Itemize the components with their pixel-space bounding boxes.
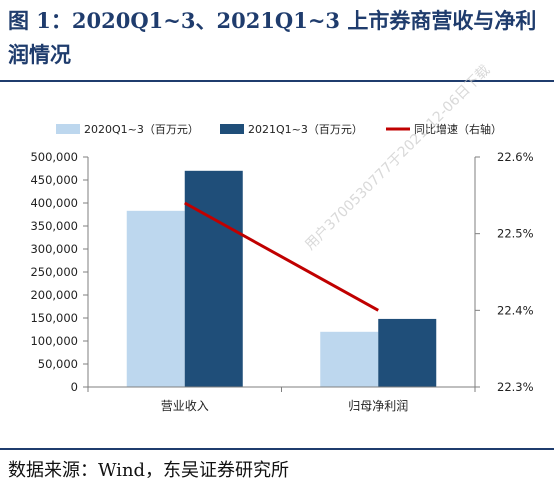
y-left-tick-label: 500,000 bbox=[30, 150, 78, 164]
y-axis-left: 0 50,000 100,000 150,000 200,000 250,000 300,0… bbox=[30, 150, 89, 394]
data-source: 数据来源：Wind，东吴证券研究所 bbox=[8, 460, 290, 481]
y-left-tick-label: 150,000 bbox=[30, 311, 78, 325]
x-tick-label: 归母净利润 bbox=[348, 399, 408, 413]
legend-label-0: 2020Q1~3（百万元） bbox=[84, 123, 199, 136]
y-left-tick-label: 300,000 bbox=[30, 242, 78, 256]
y-right-tick-label: 22.5% bbox=[497, 227, 534, 241]
y-left-tick-label: 450,000 bbox=[30, 173, 78, 187]
y-left-tick-label: 250,000 bbox=[30, 265, 78, 279]
bar-1-0 bbox=[184, 170, 243, 387]
legend-label-2: 同比增速（右轴） bbox=[414, 122, 502, 136]
y-left-tick-label: 350,000 bbox=[30, 219, 78, 233]
y-left-tick-label: 50,000 bbox=[38, 357, 78, 371]
x-axis: 营业收入 归母净利润 bbox=[87, 386, 476, 413]
legend-swatch-1 bbox=[220, 124, 244, 134]
title-divider bbox=[0, 80, 554, 82]
y-left-tick-label: 100,000 bbox=[30, 334, 78, 348]
chart-area: 2020Q1~3（百万元） 2021Q1~3（百万元） 同比增速（右轴） 0 50,0… bbox=[30, 122, 534, 413]
y-left-tick-label: 400,000 bbox=[30, 196, 78, 210]
footer-divider bbox=[0, 448, 554, 450]
legend-swatch-0 bbox=[56, 124, 80, 134]
bar-0-0 bbox=[126, 210, 185, 387]
legend: 2020Q1~3（百万元） 2021Q1~3（百万元） 同比增速（右轴） bbox=[56, 122, 502, 136]
y-left-tick-label: 200,000 bbox=[30, 288, 78, 302]
growth-line-path bbox=[184, 201, 379, 312]
y-right-tick-label: 22.3% bbox=[497, 380, 534, 394]
growth-line bbox=[184, 201, 379, 312]
bars bbox=[126, 170, 437, 387]
bar-1-1 bbox=[378, 318, 437, 387]
y-left-tick-label: 0 bbox=[71, 380, 78, 394]
chart-title: 图 1：2020Q1~3、2021Q1~3 上市券商营收与净利润情况 bbox=[8, 8, 537, 67]
y-right-tick-label: 22.4% bbox=[497, 303, 534, 317]
bar-0-1 bbox=[320, 331, 379, 387]
legend-label-1: 2021Q1~3（百万元） bbox=[248, 123, 363, 136]
y-right-tick-label: 22.6% bbox=[497, 150, 534, 164]
x-tick-label: 营业收入 bbox=[161, 399, 209, 413]
y-axis-right: 22.3% 22.4% 22.5% 22.6% bbox=[474, 150, 534, 394]
